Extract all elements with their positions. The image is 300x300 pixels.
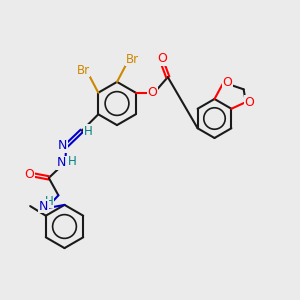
Text: O: O (24, 168, 34, 182)
Text: N: N (58, 139, 67, 152)
Text: O: O (223, 76, 232, 89)
Text: O: O (158, 52, 167, 65)
Text: Br: Br (125, 53, 139, 66)
Text: O: O (147, 86, 157, 99)
Text: H: H (45, 195, 54, 208)
Text: Br: Br (77, 64, 90, 77)
Text: O: O (245, 96, 255, 109)
Text: N: N (39, 200, 48, 213)
Text: H: H (68, 155, 76, 168)
Text: N: N (57, 156, 66, 170)
Text: H: H (84, 125, 93, 138)
